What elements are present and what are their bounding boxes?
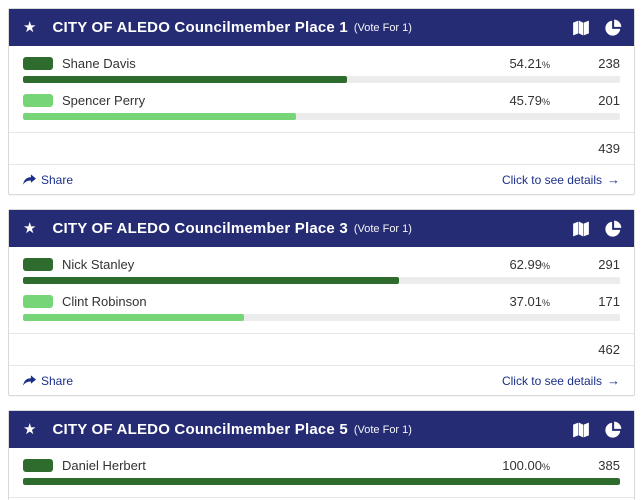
map-icon[interactable]: [572, 421, 590, 439]
results-card: ★ CITY OF ALEDO Councilmember Place 5 (V…: [8, 410, 635, 500]
candidate-votes: 291: [598, 257, 620, 272]
card-body: Nick Stanley 62.99% 291 Clint Robinson 3…: [9, 247, 634, 333]
candidate-color-swatch: [23, 295, 53, 308]
total-votes: 439: [9, 132, 634, 164]
card-footer: Share Click to see details →: [9, 365, 634, 395]
card-body: Shane Davis 54.21% 238 Spencer Perry 45.…: [9, 46, 634, 132]
card-header: ★ CITY OF ALEDO Councilmember Place 3 (V…: [9, 210, 634, 247]
candidate-name: Nick Stanley: [62, 257, 135, 272]
candidate-name: Daniel Herbert: [62, 458, 146, 473]
map-icon[interactable]: [572, 19, 590, 37]
result-bar: [23, 478, 620, 485]
card-header: ★ CITY OF ALEDO Councilmember Place 1 (V…: [9, 9, 634, 46]
candidate-name: Clint Robinson: [62, 294, 147, 309]
card-body: Daniel Herbert 100.00% 385: [9, 448, 634, 497]
result-bar-fill: [23, 76, 347, 83]
results-card: ★ CITY OF ALEDO Councilmember Place 3 (V…: [8, 209, 635, 396]
vote-for-label: (Vote For 1): [353, 21, 412, 34]
result-bar: [23, 277, 620, 284]
details-link[interactable]: Click to see details →: [501, 172, 620, 187]
result-bar: [23, 113, 620, 120]
share-icon: [23, 374, 36, 386]
star-icon: ★: [23, 220, 37, 237]
race-title: CITY OF ALEDO Councilmember Place 3: [52, 220, 348, 237]
candidate-row: Daniel Herbert 100.00% 385: [23, 458, 620, 485]
candidate-percent: 45.79%: [509, 93, 550, 108]
result-bar-fill: [23, 314, 244, 321]
candidate-row: Nick Stanley 62.99% 291: [23, 257, 620, 284]
vote-for-label: (Vote For 1): [353, 423, 412, 436]
candidate-color-swatch: [23, 94, 53, 107]
candidate-row: Clint Robinson 37.01% 171: [23, 294, 620, 321]
total-votes: 385: [9, 497, 634, 500]
map-icon[interactable]: [572, 220, 590, 238]
card-header: ★ CITY OF ALEDO Councilmember Place 5 (V…: [9, 411, 634, 448]
result-bar-fill: [23, 277, 400, 284]
candidate-percent: 37.01%: [509, 294, 550, 309]
share-icon: [23, 173, 36, 185]
result-bar: [23, 314, 620, 321]
result-bar-fill: [23, 478, 620, 485]
candidate-votes: 385: [598, 458, 620, 473]
race-title: CITY OF ALEDO Councilmember Place 5: [52, 421, 348, 438]
candidate-votes: 201: [598, 93, 620, 108]
candidate-name: Spencer Perry: [62, 93, 146, 108]
pie-chart-icon[interactable]: [604, 220, 622, 238]
result-bar: [23, 76, 620, 83]
share-button[interactable]: Share: [23, 173, 73, 187]
pie-chart-icon[interactable]: [604, 19, 622, 37]
details-link[interactable]: Click to see details →: [501, 373, 620, 388]
arrow-right-icon: →: [607, 373, 620, 388]
candidate-row: Shane Davis 54.21% 238: [23, 56, 620, 83]
pie-chart-icon[interactable]: [604, 421, 622, 439]
star-icon: ★: [23, 19, 37, 36]
share-button[interactable]: Share: [23, 374, 73, 388]
arrow-right-icon: →: [607, 172, 620, 187]
candidate-percent: 100.00%: [502, 458, 550, 473]
candidate-color-swatch: [23, 57, 53, 70]
vote-for-label: (Vote For 1): [353, 222, 412, 235]
candidate-votes: 171: [598, 294, 620, 309]
race-title: CITY OF ALEDO Councilmember Place 1: [52, 19, 348, 36]
candidate-percent: 54.21%: [509, 56, 550, 71]
candidate-color-swatch: [23, 258, 53, 271]
star-icon: ★: [23, 421, 37, 438]
card-footer: Share Click to see details →: [9, 164, 634, 194]
candidate-name: Shane Davis: [62, 56, 136, 71]
results-card: ★ CITY OF ALEDO Councilmember Place 1 (V…: [8, 8, 635, 195]
candidate-color-swatch: [23, 459, 53, 472]
total-votes: 462: [9, 333, 634, 365]
result-bar-fill: [23, 113, 297, 120]
candidate-percent: 62.99%: [509, 257, 550, 272]
candidate-row: Spencer Perry 45.79% 201: [23, 93, 620, 120]
candidate-votes: 238: [598, 56, 620, 71]
